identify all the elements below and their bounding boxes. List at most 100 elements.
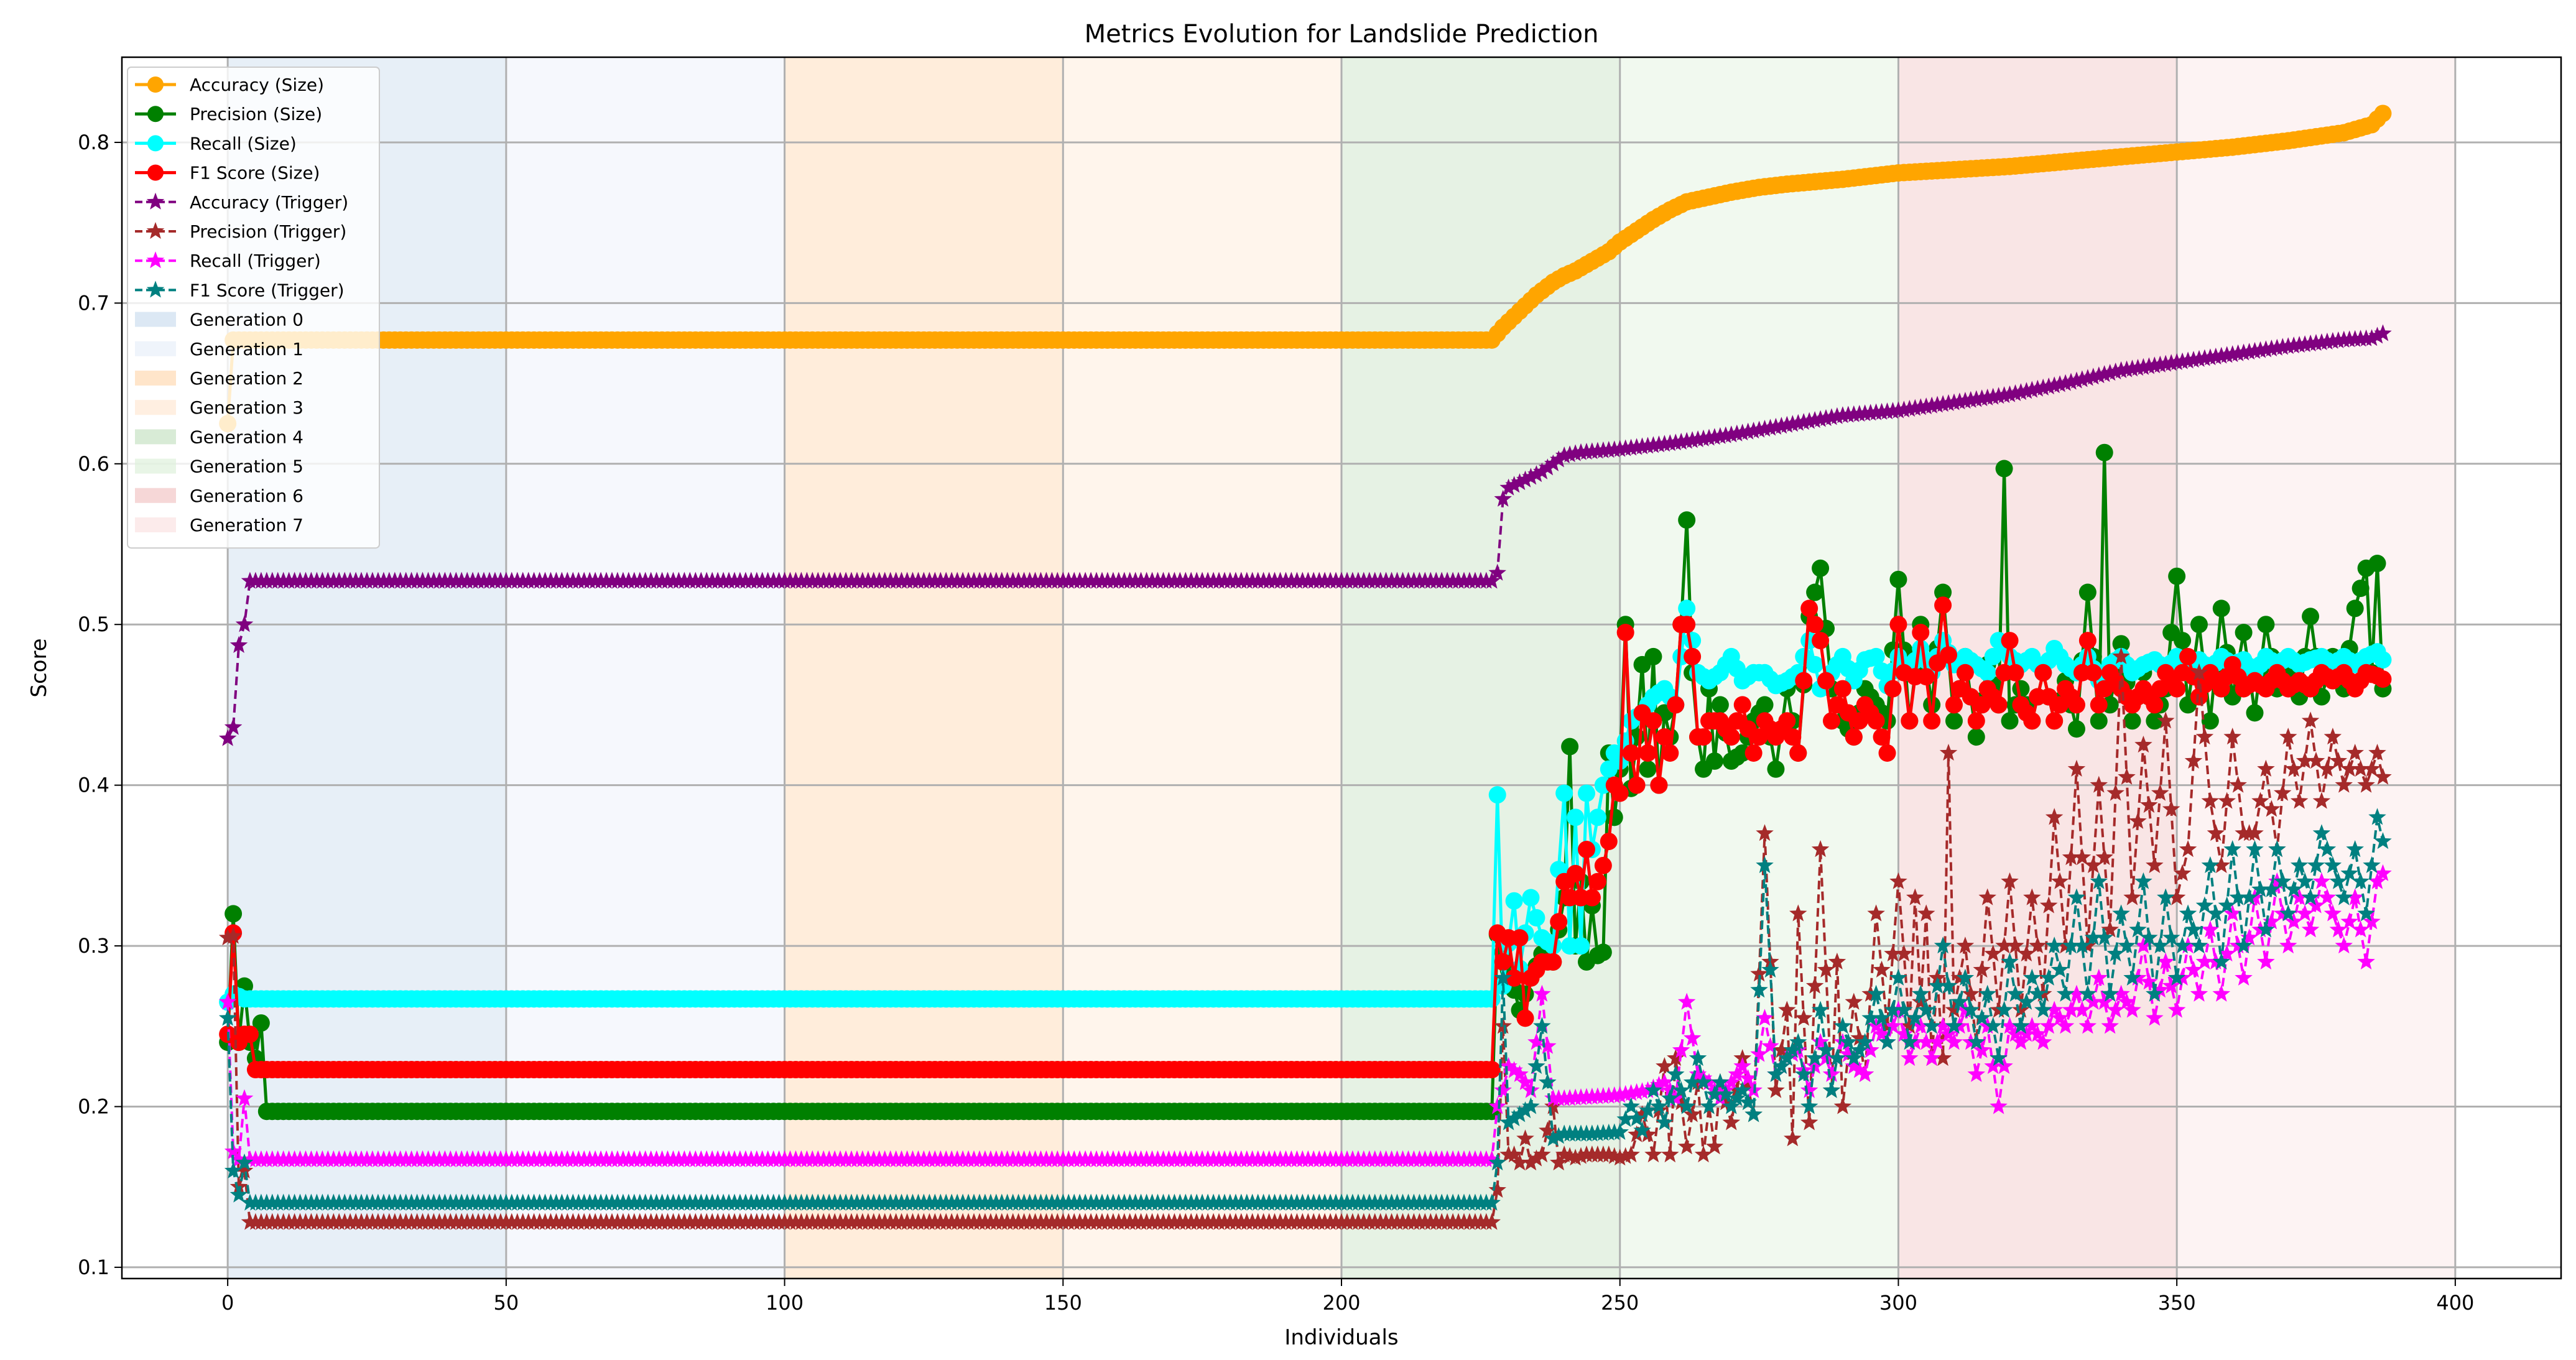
data-point (2235, 624, 2253, 642)
legend-swatch (135, 458, 176, 474)
data-point (2050, 960, 2069, 978)
data-point (2118, 767, 2136, 785)
data-point (1912, 1017, 1930, 1034)
data-point (2129, 920, 2147, 938)
data-point (1656, 1073, 1674, 1090)
data-point (2078, 632, 2096, 650)
data-point (1990, 696, 2008, 714)
data-point (2034, 1033, 2052, 1050)
data-point (1611, 784, 1629, 802)
series-0 (219, 104, 2392, 433)
data-point (1833, 1097, 1852, 1114)
data-point (1822, 1081, 1841, 1098)
data-point (1889, 616, 1907, 634)
data-point (1561, 738, 1579, 756)
data-point (2095, 928, 2113, 946)
data-point (2123, 968, 2141, 986)
data-point (1689, 1065, 1707, 1082)
data-point (1784, 415, 1802, 432)
data-point (2146, 984, 2164, 1002)
data-point (2284, 880, 2303, 897)
data-point (2307, 751, 2325, 769)
data-point (1499, 478, 1517, 496)
data-point (1678, 599, 1696, 618)
data-point (2235, 343, 2253, 361)
data-point (2045, 1001, 2064, 1018)
data-point (1711, 427, 1730, 444)
data-point (2240, 888, 2258, 905)
data-point (1505, 1145, 1523, 1163)
data-point (2223, 904, 2241, 922)
data-point (2246, 840, 2264, 858)
data-point (1945, 712, 1963, 730)
data-point (2123, 888, 2141, 905)
data-point (2179, 351, 2197, 369)
legend-marker (146, 192, 165, 210)
data-point (1683, 1029, 1702, 1046)
data-point (1995, 386, 2013, 404)
data-point (1950, 392, 1969, 410)
data-point (1694, 429, 1713, 446)
data-point (2351, 759, 2370, 777)
data-point (1494, 953, 1512, 971)
data-point (1761, 419, 1779, 436)
data-point (2374, 864, 2392, 881)
data-point (2229, 775, 2247, 793)
data-point (1761, 1037, 1779, 1054)
data-point (1505, 969, 1523, 987)
data-point (1940, 646, 1958, 664)
data-point (1639, 437, 1657, 454)
data-point (2351, 580, 2370, 598)
data-point (1990, 1049, 2008, 1066)
data-point (2090, 696, 2108, 714)
data-point (1967, 728, 1985, 746)
data-point (1616, 1147, 1634, 1164)
data-point (1550, 1153, 1568, 1171)
data-point (2073, 1001, 2092, 1018)
data-point (2190, 349, 2208, 367)
data-point (1800, 1097, 1818, 1114)
data-point (1889, 570, 1907, 588)
data-point (2134, 736, 2152, 753)
data-point (2296, 904, 2314, 922)
data-point (1728, 1065, 1746, 1082)
data-point (2318, 840, 2337, 858)
data-point (1962, 984, 1980, 1002)
data-point (2018, 945, 2036, 962)
data-point (1901, 1017, 1919, 1034)
data-point (1956, 968, 1975, 986)
data-point (2118, 992, 2136, 1010)
data-point (1483, 1061, 1501, 1079)
data-point (2018, 382, 2036, 399)
legend-item: Generation 0 (135, 310, 303, 330)
data-point (2173, 352, 2192, 369)
data-point (2095, 848, 2113, 866)
data-point (2146, 712, 2164, 730)
data-point (1895, 945, 1913, 962)
data-point (2129, 812, 2147, 829)
data-point (2296, 872, 2314, 889)
data-point (1616, 624, 1634, 642)
data-point (1684, 647, 1702, 665)
y-axis-ticks: 0.1 0.2 0.3 0.4 0.5 0.6 0.7 0.8 (78, 131, 122, 1279)
data-point (2123, 1001, 2141, 1018)
series-5 (218, 647, 2392, 1230)
data-point (2146, 856, 2164, 873)
data-point (2235, 968, 2253, 986)
data-point (1516, 1073, 1534, 1090)
data-point (225, 905, 243, 923)
data-point (1805, 1049, 1824, 1066)
data-point (1856, 1065, 1874, 1082)
data-point (1694, 1145, 1713, 1163)
y-tick-label: 0.3 (78, 934, 109, 958)
data-point (2290, 888, 2309, 905)
data-point (2323, 331, 2342, 349)
data-point (229, 636, 248, 653)
legend-label: Precision (Size) (190, 104, 322, 124)
data-point (2067, 720, 2085, 738)
data-point (1705, 752, 1723, 770)
data-point (2157, 952, 2175, 969)
legend-label: Recall (Size) (190, 133, 297, 154)
data-point (1677, 992, 1696, 1010)
data-point (1628, 1083, 1646, 1100)
